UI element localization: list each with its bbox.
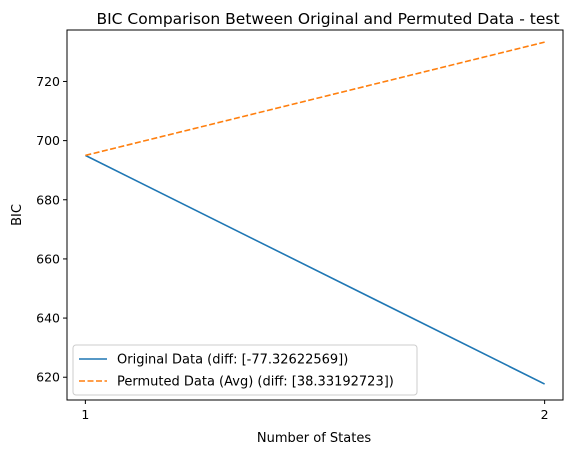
series-line-permuted [85, 41, 545, 157]
y-tick-label: 660 [36, 251, 60, 266]
legend-box [72, 344, 418, 396]
legend-label-original: Original Data (diff: [-77.32622569]) [117, 353, 348, 368]
plot-frame [66, 29, 564, 401]
x-tick-label: 1 [81, 407, 89, 422]
y-tick-label: 720 [36, 74, 60, 89]
y-axis-ticks: 620 640 660 680 700 720 [36, 74, 67, 385]
legend: Original Data (diff: [-77.32622569]) Per… [72, 344, 418, 396]
y-tick-label: 620 [36, 370, 60, 385]
legend-label-permuted: Permuted Data (Avg) (diff: [38.33192723]… [117, 375, 394, 390]
chart-title: BIC Comparison Between Original and Perm… [96, 10, 559, 28]
y-tick-label: 680 [36, 192, 60, 207]
y-tick-label: 700 [36, 133, 60, 148]
x-tick-label: 2 [541, 407, 549, 422]
x-axis-label: Number of States [257, 431, 371, 446]
y-tick-label: 640 [36, 311, 60, 326]
series-lines [85, 41, 545, 385]
y-axis-label: BIC [10, 204, 25, 226]
series-line-original [85, 154, 545, 385]
